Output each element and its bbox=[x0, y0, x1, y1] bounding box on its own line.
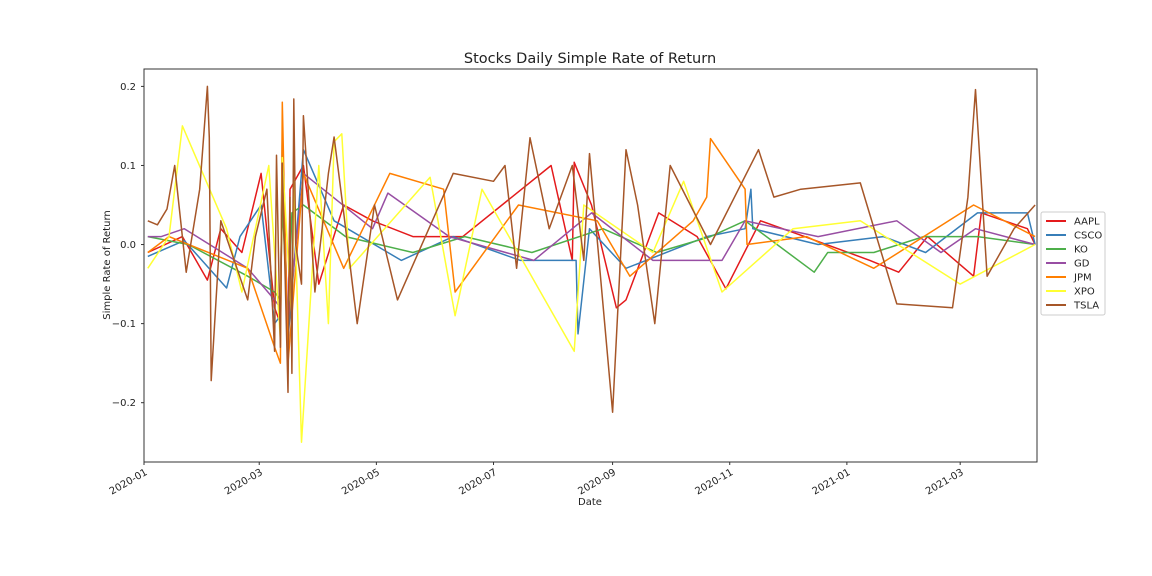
legend-label-jpm: JPM bbox=[1073, 273, 1092, 284]
series-line-tsla bbox=[147, 85, 1036, 413]
x-axis-label: Date bbox=[578, 497, 602, 508]
x-tick-label: 2020-09 bbox=[576, 467, 618, 497]
plot-frame bbox=[143, 68, 1038, 463]
chart-title: Stocks Daily Simple Rate of Return bbox=[464, 51, 716, 67]
y-tick-label: −0.1 bbox=[112, 319, 136, 330]
y-tick-label: 0.0 bbox=[120, 240, 136, 251]
legend-label-csco: CSCO bbox=[1074, 231, 1102, 242]
x-tick-label: 2021-03 bbox=[924, 467, 966, 497]
x-axis-ticks: 2020-01 2020-03 2020-05 2020-07 2020-09 2020-… bbox=[108, 462, 966, 497]
y-axis-ticks: −0.2 −0.1 0.0 0.1 0.2 bbox=[112, 82, 144, 409]
legend-label-ko: KO bbox=[1074, 245, 1088, 256]
x-tick-label: 2020-11 bbox=[694, 467, 736, 497]
plot-area bbox=[147, 85, 1036, 443]
legend-label-aapl: AAPL bbox=[1074, 217, 1100, 228]
series-line-csco bbox=[147, 133, 1036, 341]
y-tick-label: −0.2 bbox=[112, 398, 136, 409]
y-tick-label: 0.1 bbox=[120, 161, 136, 172]
legend-label-xpo: XPO bbox=[1074, 287, 1095, 298]
series-line-ko bbox=[147, 204, 1036, 325]
series-lines bbox=[147, 85, 1036, 443]
y-axis-label: Simple Rate of Return bbox=[102, 210, 113, 319]
legend-box bbox=[1040, 211, 1106, 316]
series-line-jpm bbox=[147, 101, 1036, 364]
x-tick-label: 2020-01 bbox=[108, 467, 150, 497]
series-line-gd bbox=[147, 164, 1036, 325]
series-line-xpo bbox=[147, 125, 1036, 443]
y-tick-label: 0.2 bbox=[120, 82, 136, 93]
legend-label-tsla: TSLA bbox=[1073, 301, 1099, 312]
x-tick-label: 2021-01 bbox=[811, 467, 853, 497]
legend: AAPL CSCO KO GD JPM XPO TSLA bbox=[1040, 211, 1106, 316]
x-tick-label: 2020-07 bbox=[457, 467, 499, 497]
x-tick-label: 2020-05 bbox=[340, 467, 382, 497]
legend-label-gd: GD bbox=[1074, 259, 1090, 270]
x-tick-label: 2020-03 bbox=[223, 467, 265, 497]
